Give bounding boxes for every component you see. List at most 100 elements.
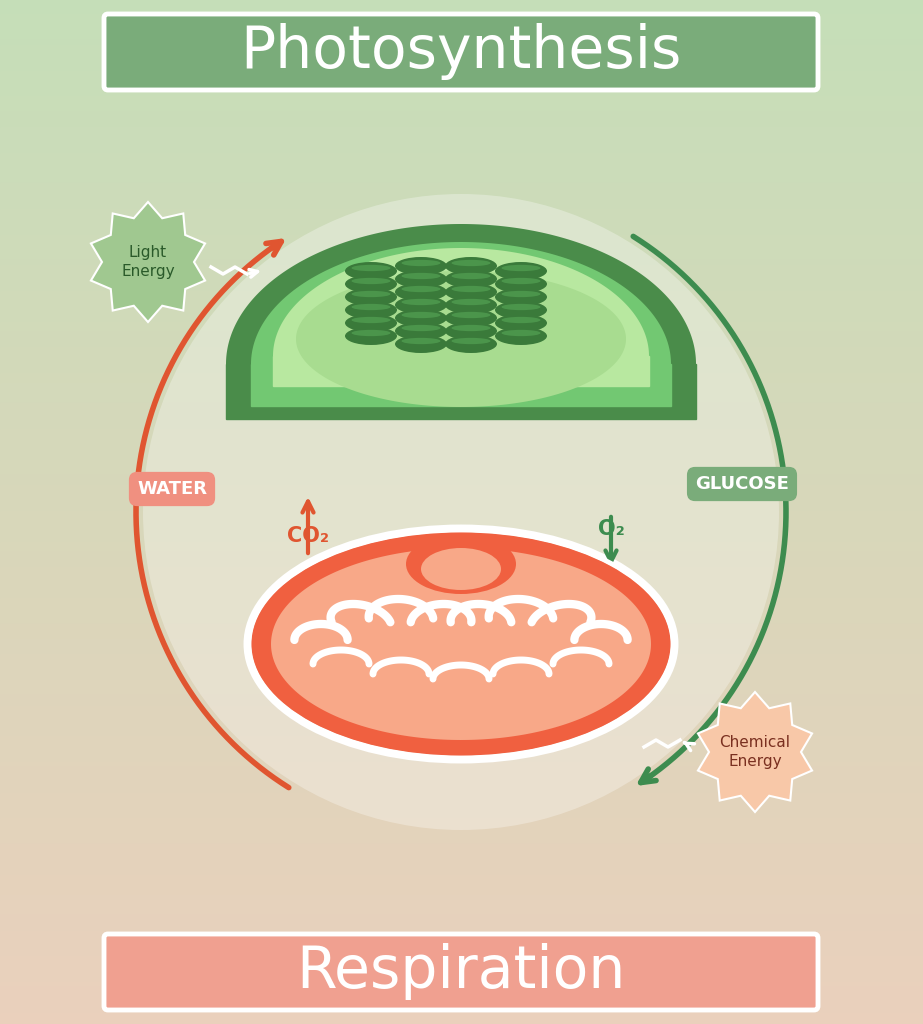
Bar	[0, 132, 923, 138]
Bar	[0, 316, 923, 323]
Bar	[0, 777, 923, 783]
Bar	[0, 706, 923, 712]
Bar	[0, 373, 923, 379]
Bar	[0, 793, 923, 799]
Bar	[0, 96, 923, 102]
Bar	[0, 250, 923, 256]
Bar	[0, 557, 923, 563]
Ellipse shape	[395, 322, 447, 340]
Bar	[0, 112, 923, 118]
Ellipse shape	[395, 335, 447, 353]
Bar	[0, 880, 923, 886]
Bar	[0, 388, 923, 394]
Bar	[0, 158, 923, 164]
Bar	[0, 741, 923, 748]
Bar	[0, 772, 923, 778]
Bar	[0, 265, 923, 271]
Ellipse shape	[352, 291, 390, 297]
Ellipse shape	[395, 283, 447, 301]
FancyBboxPatch shape	[104, 934, 818, 1010]
Bar	[0, 163, 923, 169]
Bar	[0, 409, 923, 415]
Bar	[0, 35, 923, 41]
Bar	[0, 762, 923, 768]
Bar	[0, 603, 923, 609]
Bar	[0, 127, 923, 133]
Polygon shape	[251, 532, 671, 756]
Ellipse shape	[495, 314, 547, 332]
Ellipse shape	[421, 548, 501, 590]
Ellipse shape	[495, 327, 547, 345]
Bar	[0, 562, 923, 568]
Bar	[0, 439, 923, 445]
Bar	[0, 224, 923, 230]
Bar	[0, 194, 923, 200]
Bar	[0, 30, 923, 36]
Bar	[0, 66, 923, 72]
Bar	[0, 362, 923, 369]
Ellipse shape	[451, 312, 490, 318]
Ellipse shape	[395, 270, 447, 288]
Bar	[0, 787, 923, 794]
Bar	[0, 854, 923, 860]
Ellipse shape	[501, 304, 541, 310]
Bar	[0, 972, 923, 978]
Bar	[0, 752, 923, 758]
Bar	[0, 803, 923, 809]
Polygon shape	[226, 224, 696, 364]
Bar	[0, 229, 923, 236]
Bar	[0, 260, 923, 266]
Ellipse shape	[451, 260, 490, 266]
Ellipse shape	[345, 314, 397, 332]
Bar	[226, 364, 696, 419]
Bar	[0, 649, 923, 655]
Bar	[0, 286, 923, 292]
Ellipse shape	[406, 534, 516, 594]
Ellipse shape	[445, 322, 497, 340]
Bar	[0, 926, 923, 932]
Bar	[0, 214, 923, 220]
Bar	[0, 25, 923, 31]
Bar	[0, 490, 923, 497]
Ellipse shape	[501, 265, 541, 271]
Ellipse shape	[402, 312, 440, 318]
Text: O₂: O₂	[597, 519, 624, 539]
Bar	[0, 613, 923, 620]
Ellipse shape	[445, 335, 497, 353]
Bar	[0, 910, 923, 916]
Ellipse shape	[395, 296, 447, 314]
Bar	[0, 81, 923, 87]
Bar	[0, 962, 923, 968]
Bar	[0, 578, 923, 584]
Ellipse shape	[402, 260, 440, 266]
Polygon shape	[273, 248, 649, 356]
Bar	[0, 624, 923, 630]
Bar	[0, 240, 923, 246]
Bar	[0, 716, 923, 722]
Bar	[0, 450, 923, 456]
Ellipse shape	[495, 275, 547, 293]
Bar	[0, 106, 923, 113]
Bar	[0, 45, 923, 51]
Ellipse shape	[352, 316, 390, 324]
Circle shape	[143, 194, 779, 830]
Bar	[0, 86, 923, 92]
Bar	[0, 828, 923, 835]
Bar	[0, 767, 923, 773]
Ellipse shape	[345, 288, 397, 306]
Bar	[0, 455, 923, 461]
Bar	[0, 1008, 923, 1014]
Ellipse shape	[501, 291, 541, 297]
Ellipse shape	[402, 272, 440, 280]
Bar	[0, 639, 923, 645]
Ellipse shape	[451, 325, 490, 331]
Bar	[0, 823, 923, 829]
Bar	[0, 291, 923, 297]
Bar	[0, 137, 923, 143]
Ellipse shape	[352, 304, 390, 310]
Polygon shape	[698, 692, 812, 812]
Bar	[0, 675, 923, 681]
Bar	[0, 864, 923, 870]
Bar	[0, 327, 923, 333]
Bar	[0, 275, 923, 282]
